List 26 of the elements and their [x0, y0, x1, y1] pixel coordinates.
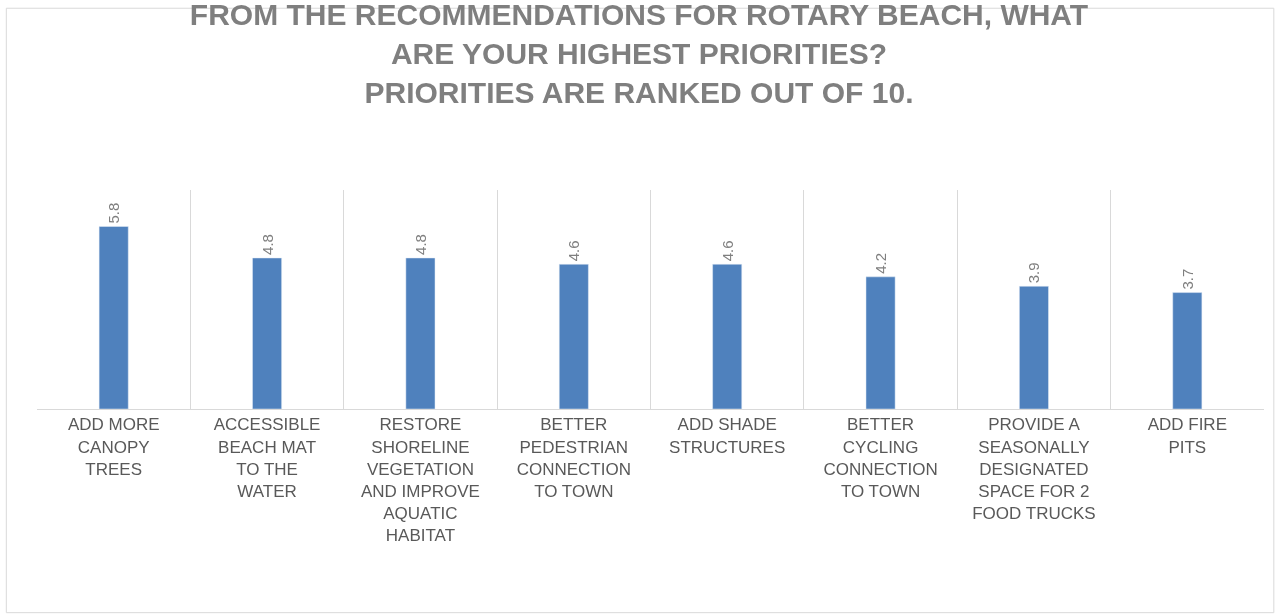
x-tick-label: PROVIDE A SEASONALLY DESIGNATED SPACE FOR 2 FOOD TRUCKS	[972, 415, 1096, 523]
x-tick-label: ACCESSIBLE BEACH MAT TO THE WATER	[213, 415, 321, 501]
data-label: 4.8	[258, 234, 276, 255]
data-label: 4.2	[872, 252, 890, 274]
chart-subtitle: PRIORITIES ARE RANKED OUT OF 10.	[364, 75, 914, 109]
data-label: 3.9	[1025, 262, 1043, 284]
x-tick-label: BETTER CYCLING CONNECTION TO TOWN	[823, 415, 938, 501]
bar	[712, 264, 743, 409]
bar	[252, 257, 282, 409]
x-tick-label: ADD FIRE PITS	[1147, 415, 1227, 457]
data-label: 3.7	[1178, 268, 1196, 290]
chart-title: FROM THE RECOMMENDATIONS FOR ROTARY BEACH, WHAT ARE YOUR HIGHEST PRIORITIES?	[189, 0, 1089, 70]
x-tick-label: BETTER PEDESTRIAN CONNECTION TO TOWN	[516, 415, 631, 501]
data-label: 4.6	[565, 240, 583, 262]
bar	[1172, 292, 1203, 409]
x-tick-label: RESTORE SHORELINE VEGETATION AND IMPROVE AQUATIC HABITAT	[360, 415, 480, 545]
data-label: 4.6	[718, 240, 736, 262]
bar	[98, 226, 129, 409]
bar	[558, 264, 589, 409]
x-tick-label: ADD SHADE STRUCTURES	[669, 415, 786, 457]
data-label: 4.8	[411, 234, 429, 255]
bar	[865, 276, 896, 409]
x-tick-label: ADD MORE CANOPY TREES	[67, 415, 160, 479]
data-label: 5.8	[105, 202, 123, 224]
bar	[1019, 286, 1049, 409]
bar	[405, 257, 436, 409]
